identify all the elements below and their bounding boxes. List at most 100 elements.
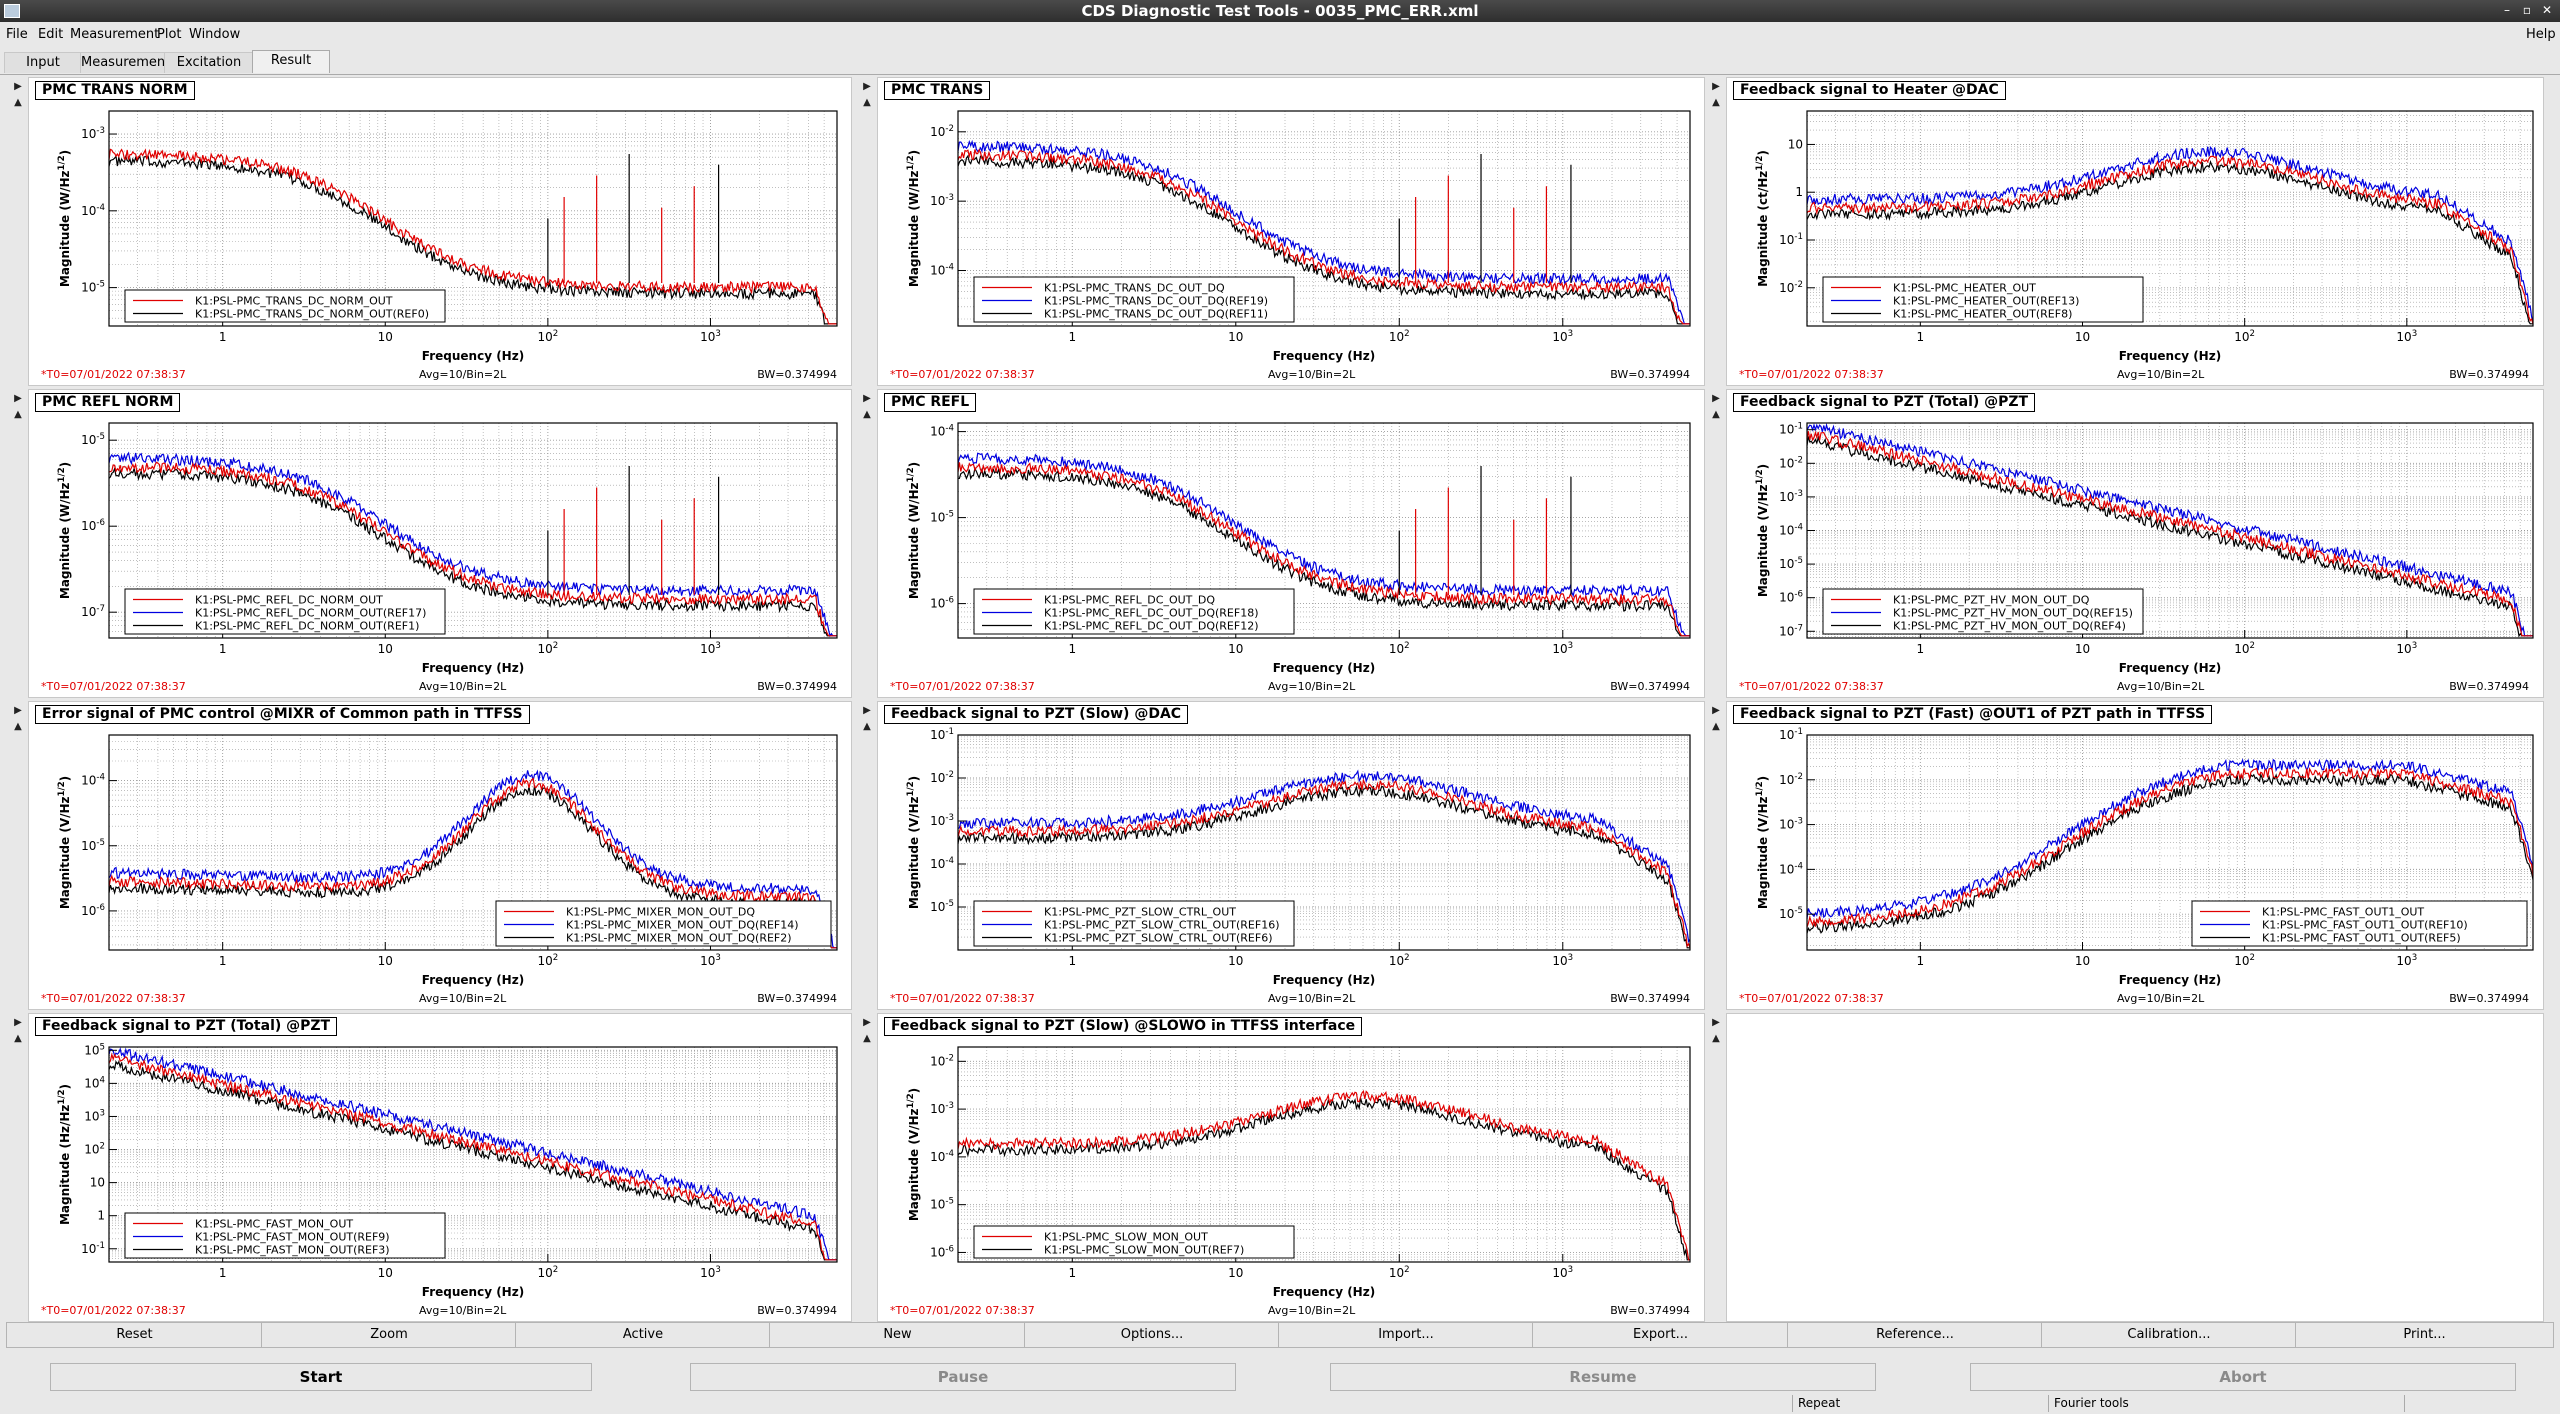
plot-panel[interactable]: ▶ ▲ Feedback signal to PZT (Slow) @SLOWO i… bbox=[863, 1013, 1705, 1322]
plot-legend[interactable]: K1:PSL-PMC_REFL_DC_OUT_DQK1:PSL-PMC_REFL… bbox=[973, 588, 1295, 635]
plot-legend[interactable]: K1:PSL-PMC_TRANS_DC_OUT_DQK1:PSL-PMC_TRA… bbox=[973, 276, 1295, 323]
y-tick-label: 10-5 bbox=[81, 838, 105, 853]
plot-panel[interactable]: ▶ ▲ Feedback signal to PZT (Total) @PZT *T0… bbox=[14, 1013, 852, 1322]
new-button[interactable]: New bbox=[769, 1322, 1026, 1348]
trace-line bbox=[1806, 160, 2533, 325]
plot-legend[interactable]: K1:PSL-PMC_HEATER_OUTK1:PSL-PMC_HEATER_O… bbox=[1822, 276, 2144, 323]
expand-arrow-icon[interactable]: ▶ bbox=[14, 81, 22, 92]
calibration-button[interactable]: Calibration... bbox=[2041, 1322, 2297, 1348]
y-tick-label: 10-3 bbox=[1779, 489, 1803, 504]
plot-panel[interactable]: ▶ ▲ Error signal of PMC control @MIXR of C… bbox=[14, 701, 852, 1010]
plot-panel[interactable]: ▶ ▲ PMC TRANS NORM *T0=07/01/2022 07:38:37 A… bbox=[14, 77, 852, 386]
start-button[interactable]: Start bbox=[50, 1363, 592, 1391]
expand-arrow-icon[interactable]: ▶ bbox=[863, 81, 871, 92]
plot-panel[interactable]: ▶ ▲ Feedback signal to PZT (Fast) @OUT1 of… bbox=[1712, 701, 2544, 1010]
plot-legend[interactable]: K1:PSL-PMC_PZT_SLOW_CTRL_OUTK1:PSL-PMC_P… bbox=[973, 900, 1295, 947]
import-button[interactable]: Import... bbox=[1278, 1322, 1534, 1348]
resume-button[interactable]: Resume bbox=[1330, 1363, 1876, 1391]
expand-arrow-icon[interactable]: ▶ bbox=[863, 705, 871, 716]
expand-arrow-icon[interactable]: ▶ bbox=[1712, 81, 1720, 92]
collapse-arrow-icon[interactable]: ▲ bbox=[863, 721, 871, 732]
plot-svg: 1 10 102 103 10-6 10-5 10-4 Frequency (Hz) Magni… bbox=[906, 422, 1691, 675]
menu-window[interactable]: Window bbox=[189, 27, 241, 42]
plot-panel[interactable]: ▶ ▲ Feedback signal to PZT (Slow) @DAC *T0=… bbox=[863, 701, 1705, 1010]
minimize-icon[interactable]: – bbox=[2504, 3, 2510, 17]
close-icon[interactable]: ✕ bbox=[2541, 3, 2553, 17]
plot-svg: 1 10 102 103 10-6 10-5 10-4 Frequency (Hz) Magni… bbox=[57, 734, 838, 987]
expand-arrow-icon[interactable]: ▶ bbox=[1712, 393, 1720, 404]
menu-measurement[interactable]: Measurement bbox=[70, 27, 160, 42]
plot-panel[interactable]: ▶ ▲ Feedback signal to PZT (Total) @PZT *T0… bbox=[1712, 389, 2544, 698]
tab-result[interactable]: Result bbox=[252, 50, 330, 73]
collapse-arrow-icon[interactable]: ▲ bbox=[863, 97, 871, 108]
collapse-arrow-icon[interactable]: ▲ bbox=[14, 409, 22, 420]
x-axis-label: Frequency (Hz) bbox=[422, 349, 524, 363]
plot-panel[interactable]: ▶ ▲ PMC TRANS *T0=07/01/2022 07:38:37 Avg=10… bbox=[863, 77, 1705, 386]
collapse-arrow-icon[interactable]: ▲ bbox=[863, 1033, 871, 1044]
maximize-icon[interactable]: ▫ bbox=[2522, 3, 2532, 17]
collapse-arrow-icon[interactable]: ▲ bbox=[1712, 1033, 1720, 1044]
collapse-arrow-icon[interactable]: ▲ bbox=[863, 409, 871, 420]
expand-arrow-icon[interactable]: ▶ bbox=[14, 1017, 22, 1028]
plot-legend[interactable]: K1:PSL-PMC_SLOW_MON_OUTK1:PSL-PMC_SLOW_M… bbox=[973, 1225, 1295, 1259]
collapse-arrow-icon[interactable]: ▲ bbox=[14, 1033, 22, 1044]
collapse-arrow-icon[interactable]: ▲ bbox=[1712, 409, 1720, 420]
plot-traces bbox=[108, 1047, 837, 1261]
reference-button[interactable]: Reference... bbox=[1787, 1322, 2043, 1348]
plot-legend[interactable]: K1:PSL-PMC_MIXER_MON_OUT_DQK1:PSL-PMC_MI… bbox=[495, 900, 832, 947]
plot-legend[interactable]: K1:PSL-PMC_REFL_DC_NORM_OUTK1:PSL-PMC_RE… bbox=[124, 588, 446, 635]
plot-svg: 1 10 102 103 10-5 10-4 10-3 10-2 10-1 Frequency (… bbox=[1755, 727, 2534, 987]
reset-button[interactable]: Reset bbox=[6, 1322, 263, 1348]
pause-button[interactable]: Pause bbox=[690, 1363, 1236, 1391]
menu-help[interactable]: Help bbox=[2526, 27, 2556, 42]
plot-traces bbox=[1806, 758, 2534, 934]
menu-plot[interactable]: Plot bbox=[157, 27, 182, 42]
tab-input[interactable]: Input bbox=[4, 52, 82, 73]
bandwidth-label: BW=0.374994 bbox=[757, 992, 837, 1005]
y-tick-label: 10-5 bbox=[81, 432, 105, 447]
t0-timestamp: *T0=07/01/2022 07:38:37 bbox=[41, 1304, 186, 1317]
expand-arrow-icon[interactable]: ▶ bbox=[863, 1017, 871, 1028]
collapse-arrow-icon[interactable]: ▲ bbox=[1712, 97, 1720, 108]
expand-arrow-icon[interactable]: ▶ bbox=[863, 393, 871, 404]
plot-frame bbox=[108, 734, 838, 951]
menu-edit[interactable]: Edit bbox=[38, 27, 64, 42]
collapse-arrow-icon[interactable]: ▲ bbox=[14, 721, 22, 732]
plot-svg: 1 10 102 103 10-1 1 10 102 103 104 105 Frequency (H… bbox=[57, 1042, 838, 1299]
active-button[interactable]: Active bbox=[515, 1322, 771, 1348]
plot-panel[interactable]: ▶ ▲ PMC REFL *T0=07/01/2022 07:38:37 Avg=10/… bbox=[863, 389, 1705, 698]
empty-plot-panel[interactable]: ▶ ▲ bbox=[1712, 1013, 2544, 1322]
trace-line bbox=[1806, 155, 2534, 324]
print-button[interactable]: Print... bbox=[2295, 1322, 2554, 1348]
averages-label: Avg=10/Bin=2L bbox=[1268, 1304, 1356, 1317]
x-tick-label: 1 bbox=[1068, 1266, 1076, 1280]
expand-arrow-icon[interactable]: ▶ bbox=[14, 705, 22, 716]
legend-entry: K1:PSL-PMC_TRANS_DC_OUT_DQ(REF19) bbox=[1044, 295, 1268, 308]
x-tick-label: 10 bbox=[1228, 642, 1243, 656]
collapse-arrow-icon[interactable]: ▲ bbox=[14, 97, 22, 108]
y-tick-label: 10-5 bbox=[81, 280, 105, 295]
legend-entry: K1:PSL-PMC_REFL_DC_NORM_OUT bbox=[195, 594, 383, 607]
plot-legend[interactable]: K1:PSL-PMC_TRANS_DC_NORM_OUTK1:PSL-PMC_T… bbox=[124, 289, 446, 323]
abort-button[interactable]: Abort bbox=[1970, 1363, 2516, 1391]
expand-arrow-icon[interactable]: ▶ bbox=[1712, 705, 1720, 716]
plot-traces bbox=[957, 769, 1691, 949]
x-tick-label: 10 bbox=[1228, 1266, 1243, 1280]
expand-arrow-icon[interactable]: ▶ bbox=[1712, 1017, 1720, 1028]
options-button[interactable]: Options... bbox=[1024, 1322, 1280, 1348]
plot-legend[interactable]: K1:PSL-PMC_FAST_OUT1_OUTK1:PSL-PMC_FAST_… bbox=[2191, 900, 2528, 947]
collapse-arrow-icon[interactable]: ▲ bbox=[1712, 721, 1720, 732]
export-button[interactable]: Export... bbox=[1532, 1322, 1789, 1348]
tab-measurement[interactable]: Measurement bbox=[80, 52, 170, 73]
x-axis-label: Frequency (Hz) bbox=[422, 973, 524, 987]
plot-legend[interactable]: K1:PSL-PMC_FAST_MON_OUTK1:PSL-PMC_FAST_M… bbox=[124, 1212, 446, 1259]
plot-panel[interactable]: ▶ ▲ PMC REFL NORM *T0=07/01/2022 07:38:37 Av… bbox=[14, 389, 852, 698]
tab-excitation[interactable]: Excitation bbox=[164, 52, 254, 73]
expand-arrow-icon[interactable]: ▶ bbox=[14, 393, 22, 404]
zoom-button[interactable]: Zoom bbox=[261, 1322, 517, 1348]
legend-entry: K1:PSL-PMC_FAST_OUT1_OUT(REF10) bbox=[2262, 919, 2468, 932]
menu-file[interactable]: File bbox=[6, 27, 28, 42]
trace-line bbox=[108, 154, 837, 325]
plot-panel[interactable]: ▶ ▲ Feedback signal to Heater @DAC *T0=07/0… bbox=[1712, 77, 2544, 386]
plot-legend[interactable]: K1:PSL-PMC_PZT_HV_MON_OUT_DQK1:PSL-PMC_P… bbox=[1822, 588, 2144, 635]
